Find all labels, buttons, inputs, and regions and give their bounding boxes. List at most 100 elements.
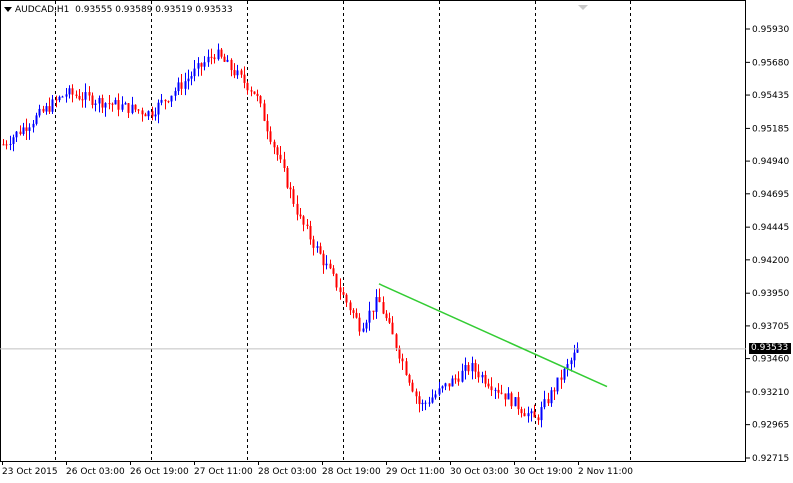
- candle-body: [19, 131, 22, 135]
- candle-body: [134, 104, 137, 110]
- candle-body: [230, 59, 233, 71]
- candle-body: [32, 123, 35, 128]
- candle-body: [250, 90, 253, 92]
- candle-body: [316, 246, 319, 248]
- candle-body: [563, 368, 566, 380]
- candle-body: [48, 106, 51, 112]
- price-tick-label: 0.95930: [752, 25, 789, 35]
- candle-body: [147, 111, 150, 117]
- candle-body: [117, 100, 120, 110]
- candle-body: [203, 62, 206, 67]
- candle-body: [226, 59, 229, 62]
- shift-marker-icon[interactable]: [578, 5, 588, 10]
- candle-body: [424, 402, 427, 404]
- candle-body: [55, 99, 58, 101]
- candle-body: [71, 88, 74, 95]
- candle-body: [408, 374, 411, 383]
- candle-body: [487, 383, 490, 387]
- candle-body: [510, 393, 513, 407]
- candle-body: [477, 371, 480, 378]
- candle-body: [5, 144, 8, 146]
- time-tick-label: 30 Oct 03:00: [450, 467, 509, 477]
- candle-body: [517, 397, 520, 410]
- price-tick-label: 0.92965: [752, 421, 789, 431]
- price-tick-label: 0.95680: [752, 58, 789, 68]
- candle-body: [550, 390, 553, 404]
- candle-body: [292, 189, 295, 204]
- candle-body: [398, 347, 401, 359]
- candle-body: [263, 103, 266, 121]
- time-tick-label: 26 Oct 19:00: [130, 467, 189, 477]
- candle-body: [329, 263, 332, 269]
- candle-body: [319, 246, 322, 254]
- candle-body: [385, 313, 388, 319]
- candle-body: [537, 417, 540, 421]
- price-tick-label: 0.93950: [752, 289, 789, 299]
- candle-body: [467, 365, 470, 372]
- candle-body: [335, 273, 338, 288]
- candle-body: [405, 361, 408, 375]
- candle-body: [514, 397, 517, 407]
- price-tick-label: 0.93705: [752, 322, 789, 332]
- candle-body: [464, 365, 467, 371]
- candle-body: [461, 370, 464, 382]
- candle-body: [448, 383, 451, 387]
- time-tick-label: 23 Oct 2015: [2, 467, 58, 477]
- candle-body: [151, 111, 154, 117]
- candle-body: [507, 393, 510, 400]
- candle-body: [200, 63, 203, 67]
- candle-body: [490, 386, 493, 391]
- candle-body: [58, 96, 61, 101]
- candle-body: [279, 154, 282, 160]
- candle-body: [474, 363, 477, 372]
- candle-body: [368, 310, 371, 323]
- candle-body: [520, 409, 523, 414]
- dropdown-triangle-icon[interactable]: [4, 7, 12, 12]
- candle-body: [164, 99, 167, 102]
- candle-body: [382, 302, 385, 314]
- candle-body: [391, 322, 394, 335]
- candle-body: [395, 334, 398, 348]
- candle-body: [296, 203, 299, 215]
- candle-body: [276, 147, 279, 155]
- candle-body: [494, 389, 497, 391]
- candle-body: [484, 374, 487, 384]
- candle-body: [2, 144, 5, 146]
- candle-body: [349, 302, 352, 311]
- candle-body: [104, 103, 107, 108]
- candle-body: [269, 131, 272, 142]
- candle-body: [352, 310, 355, 313]
- candle-body: [421, 402, 424, 405]
- price-tick-label: 0.93210: [752, 388, 789, 398]
- trendline[interactable]: [378, 283, 608, 388]
- candle-body: [523, 413, 526, 417]
- candle-body: [553, 390, 556, 392]
- candle-body: [12, 137, 15, 144]
- candle-body: [177, 82, 180, 92]
- time-axis: 23 Oct 2015 26 Oct 03:00 26 Oct 19:00 27 Oc…: [2, 461, 633, 477]
- chart-header: AUDCAD,H1 0.93555 0.93589 0.93519 0.9353…: [4, 5, 233, 15]
- candle-body: [299, 214, 302, 217]
- candle-body: [137, 109, 140, 111]
- candle-body: [160, 99, 163, 103]
- candle-body: [500, 392, 503, 394]
- price-tick-label: 0.93460: [752, 355, 789, 365]
- candle-body: [45, 106, 48, 112]
- time-tick-label: 29 Oct 11:00: [386, 467, 445, 477]
- candle-body: [127, 103, 130, 113]
- candle-body: [454, 378, 457, 380]
- candle-body: [68, 88, 71, 95]
- plot-area-border: [0, 0, 746, 462]
- candle-body: [101, 97, 104, 108]
- candle-body: [418, 396, 421, 405]
- candle-body: [428, 402, 431, 404]
- ohlc-values: 0.93555 0.93589 0.93519 0.93533: [75, 5, 233, 15]
- candle-body: [306, 224, 309, 227]
- candle-body: [570, 360, 573, 365]
- candle-body: [217, 49, 220, 60]
- candle-body: [556, 377, 559, 392]
- candle-body: [170, 95, 173, 102]
- price-axis: 0.95930 0.95680 0.95435 0.95185 0.94940 0.946…: [746, 25, 789, 464]
- candle-body: [438, 388, 441, 395]
